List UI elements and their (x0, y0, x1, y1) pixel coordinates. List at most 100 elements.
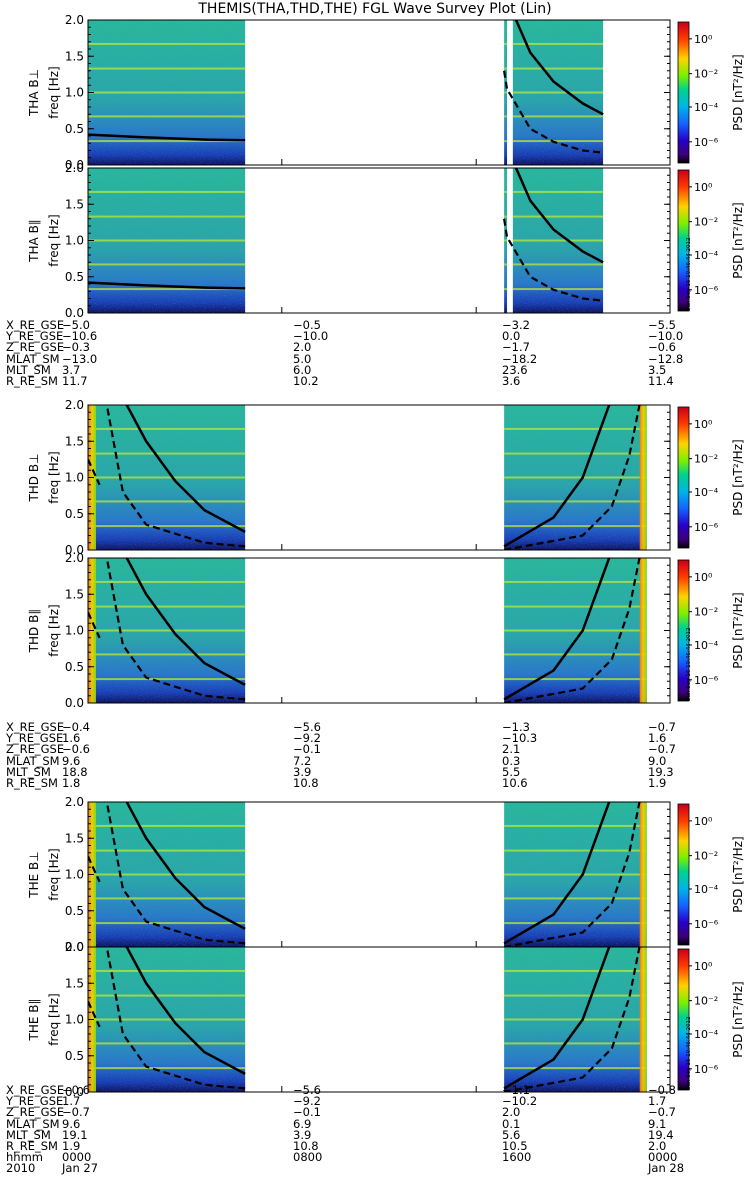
colorbar: 10⁰ 10⁻² 10⁻⁴ 10⁻⁶ PSD [nT²/Hz] (677, 803, 745, 946)
ephemeris-label: MLT_SM (6, 362, 51, 377)
timestamp-stamp: Sun Sep 16 10:46:44 2012 (686, 1016, 692, 1090)
y-tick-label: 1.0 (65, 868, 84, 882)
ephemeris-value: 3.5 (648, 362, 667, 377)
ephemeris-value: −1.7 (502, 340, 530, 355)
ephemeris-label: Y_RE_GSE (6, 329, 64, 344)
spectrogram-stripe (88, 67, 246, 70)
y-tick-label: 1.5 (65, 434, 84, 448)
y-tick-label: 1.0 (65, 624, 84, 638)
ephemeris-label: R_RE_SM (6, 1139, 58, 1153)
spectrogram-stripe (88, 452, 246, 455)
gyrofrequency-curve (125, 558, 246, 687)
gyrofrequency-curve (514, 20, 604, 116)
panel-thd-bpar: 2.0 1.5 1.0 0.5 0.0 THD B∥ freq [Hz] 10⁰ 10⁻² 10⁻… (27, 551, 745, 710)
colorbar-label: PSD [nT²/Hz] (731, 981, 745, 1057)
gyrofrequency-curve (503, 558, 611, 701)
ephemeris-value: 2.0 (648, 1139, 667, 1153)
colorbar-tick-label: 10⁻⁶ (694, 918, 719, 931)
spectrogram-stripe (88, 1042, 246, 1045)
ephemeris-value: −5.6 (293, 720, 321, 734)
spectrogram-stripe (504, 215, 508, 218)
spectrogram-stripe (88, 140, 246, 143)
time-axis-label: 2010 (6, 1161, 36, 1176)
helium-gyrofrequency-curve (503, 947, 641, 1092)
ephemeris-value: 3.9 (293, 1127, 312, 1142)
ephemeris-value: −5.6 (293, 1083, 321, 1097)
ephemeris-value: 19.4 (648, 1127, 674, 1142)
time-axis-label: Jan 28 (648, 1161, 685, 1176)
helium-gyrofrequency-curve (88, 855, 101, 883)
y-tick-label: 2.0 (65, 398, 84, 412)
colorbar-tick-label: 10⁻⁶ (694, 284, 719, 297)
colorbar-tick-label: 10⁻⁴ (694, 639, 719, 652)
gyrofrequency-curve (125, 947, 246, 1076)
ephemeris-value: 3.7 (62, 362, 81, 377)
time-axis-label: hhmm (6, 1150, 43, 1164)
ephemeris-label: X_RE_GSE (6, 720, 65, 734)
colorbar-tick-label: 10⁻⁴ (694, 486, 719, 499)
spectrogram-stripe (88, 1018, 246, 1021)
ephemeris-value: −0.7 (648, 720, 676, 734)
spectrogram-stripe (504, 190, 508, 193)
ephemeris-value: −18.2 (502, 351, 538, 366)
spectrogram-edge (639, 405, 647, 550)
spectrogram-stripe (88, 190, 246, 193)
ephemeris-label: MLAT_SM (6, 1116, 60, 1131)
y-tick-label: 1.5 (65, 49, 84, 63)
ephemeris-value: −0.3 (62, 340, 90, 355)
y-tick-label: 0.0 (65, 306, 84, 320)
gyrofrequency-curve (503, 947, 611, 1090)
panel-tha-bpar: 2.0 1.5 1.0 0.5 0.0 THA B∥ freq [Hz] 10⁰ 10⁻² 10⁻… (27, 161, 745, 320)
colorbar-scale (677, 21, 690, 164)
gyrofrequency-curve (88, 281, 246, 290)
y-tick-label: 0.0 (65, 158, 84, 172)
y-tick-label: 1.5 (65, 197, 84, 211)
ephemeris-label: Z_RE_GSE (6, 742, 65, 757)
spectrogram-stripe (504, 1018, 647, 1021)
spectrogram-stripe (88, 873, 246, 876)
ephemeris-value: −5.0 (62, 318, 90, 332)
gyrofrequency-curve (88, 133, 246, 142)
y-axis-label: freq [Hz] (47, 214, 61, 266)
spectrogram-stripe (504, 1042, 647, 1045)
ephemeris-value: 2.0 (502, 1105, 521, 1120)
spectrogram-stripe (512, 91, 604, 94)
y-axis-label: freq [Hz] (47, 451, 61, 503)
spectrogram-stripe (512, 190, 604, 193)
ephemeris-label: Z_RE_GSE (6, 340, 65, 355)
colorbar-tick-label: 10⁻² (694, 68, 718, 81)
panel-the-bperp: 2.0 1.5 1.0 0.5 0.0 THE B⊥ freq [Hz] 10⁰ 10⁻² 10⁻… (27, 795, 745, 954)
spectrogram-stripe (512, 239, 604, 242)
ephemeris-value: 5.5 (502, 764, 521, 779)
ephemeris-value: 11.7 (62, 374, 88, 388)
colorbar-tick-label: 10⁻⁴ (694, 249, 719, 262)
colorbar: 10⁰ 10⁻² 10⁻⁴ 10⁻⁶ PSD [nT²/Hz] (677, 406, 745, 549)
ephemeris-label: Y_RE_GSE (6, 1094, 64, 1109)
ephemeris-value: −3.2 (502, 318, 530, 332)
ephemeris-value: 10.5 (502, 1139, 528, 1153)
ephemeris-value: −0.7 (648, 742, 676, 757)
ephemeris-value: −0.1 (293, 742, 321, 757)
colorbar-tick-label: 10⁻² (694, 995, 718, 1008)
panel-label: THD B∥ (27, 609, 41, 654)
spectrogram-stripe (512, 67, 604, 70)
helium-gyrofrequency-curve (88, 458, 101, 486)
ephemeris-value: −0.5 (293, 318, 321, 332)
ephemeris-value: −5.5 (648, 318, 676, 332)
spectrogram-stripe (504, 42, 508, 45)
ephemeris-value: −9.2 (293, 731, 321, 746)
spectrogram-edge (639, 947, 647, 1092)
ephemeris-label: X_RE_GSE (6, 1083, 65, 1097)
y-tick-label: 1.0 (65, 86, 84, 100)
spectrogram-stripe (512, 215, 604, 218)
ephemeris-value: 10.8 (293, 776, 319, 790)
gyrofrequency-curve (514, 168, 604, 264)
spectrogram-stripe (512, 288, 604, 291)
spectrogram-stripe (88, 922, 246, 925)
panel-tha-bperp: 2.0 1.5 1.0 0.5 0.0 THA B⊥ freq [Hz] 10⁰ 10⁻² 10⁻… (27, 13, 745, 172)
y-tick-label: 0.5 (65, 122, 84, 136)
curve-group (88, 20, 604, 154)
y-tick-label: 0.5 (65, 1049, 84, 1063)
colorbar-tick-label: 10⁻² (694, 606, 718, 619)
